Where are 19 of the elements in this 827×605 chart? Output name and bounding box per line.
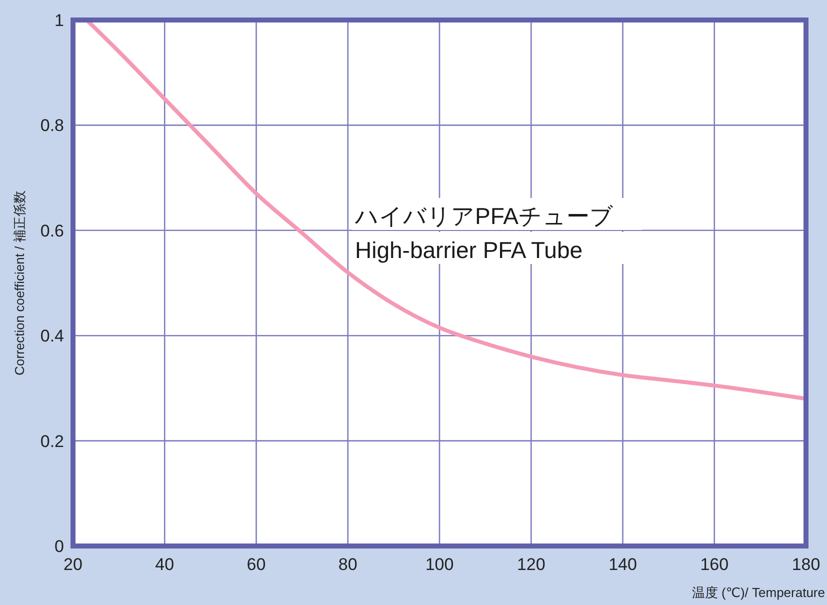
y-tick-label: 0.8 bbox=[40, 116, 64, 136]
y-tick-label: 0.2 bbox=[40, 432, 64, 451]
x-tick-label: 20 bbox=[64, 555, 82, 574]
x-tick-label: 100 bbox=[425, 555, 454, 574]
y-tick-label: 0 bbox=[54, 537, 64, 556]
y-tick-label: 0.4 bbox=[40, 326, 64, 346]
x-tick-label: 140 bbox=[608, 555, 637, 574]
annotation: ハイバリアPFAチューブ bbox=[354, 203, 614, 229]
x-axis-title: 温度 (℃)/ Temperature bbox=[692, 585, 825, 600]
x-tick-label: 120 bbox=[516, 555, 546, 574]
x-tick-label: 80 bbox=[338, 555, 358, 574]
x-tick-label: 160 bbox=[700, 555, 729, 574]
y-axis-title: Correction coefficient / 補正係数 bbox=[12, 190, 27, 376]
x-tick-label: 60 bbox=[246, 555, 266, 574]
y-tick-label: 1 bbox=[54, 11, 64, 30]
annotation: High-barrier PFA Tube bbox=[355, 237, 583, 263]
x-tick-label: 180 bbox=[792, 555, 820, 574]
y-tick-label: 0.6 bbox=[40, 221, 64, 240]
x-tick-label: 40 bbox=[155, 555, 174, 574]
